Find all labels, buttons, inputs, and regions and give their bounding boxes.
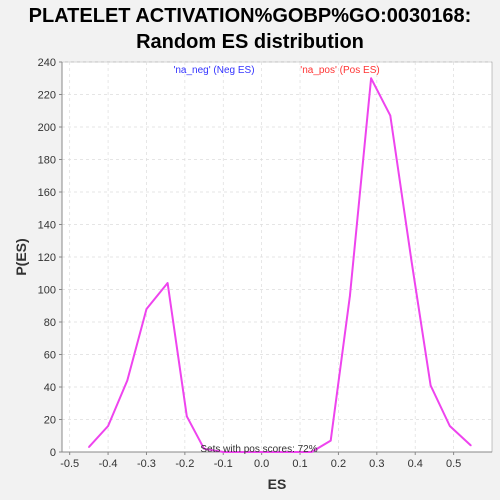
x-tick-label: -0.4 xyxy=(99,458,118,470)
y-axis: 0 20 40 60 80 100 120 140 160 180 200 220 240 xyxy=(38,57,63,459)
data-point xyxy=(349,295,351,297)
x-axis: -0.5 -0.4 -0.3 -0.2 -0.1 0.0 0.1 0.2 0.3 0.4 0.5 xyxy=(60,451,492,470)
y-tick-label: 40 xyxy=(44,382,56,394)
y-tick-label: 0 xyxy=(50,447,56,459)
data-point xyxy=(203,447,205,450)
y-axis-title: P(ES) xyxy=(13,238,29,275)
x-tick-label: -0.1 xyxy=(214,458,233,470)
y-tick-label: 240 xyxy=(38,57,56,69)
x-tick-label: 0.1 xyxy=(292,458,307,470)
y-tick-label: 80 xyxy=(44,317,56,329)
x-tick-label: 0.0 xyxy=(254,458,269,470)
x-tick-label: 0.2 xyxy=(331,458,346,470)
data-point xyxy=(88,446,90,448)
x-tick-label: 0.4 xyxy=(408,458,423,470)
data-point xyxy=(448,425,451,427)
data-point xyxy=(329,439,332,442)
data-point xyxy=(370,77,372,80)
chart-title-line1: PLATELET ACTIVATION%GOBP%GO:0030168: xyxy=(29,5,472,27)
data-point xyxy=(470,444,472,447)
y-tick-label: 60 xyxy=(44,350,56,362)
x-tick-label: -0.2 xyxy=(175,458,194,470)
legend-item-pos: 'na_pos' (Pos ES) xyxy=(300,65,379,76)
data-point xyxy=(410,259,413,262)
x-tick-label: 0.3 xyxy=(369,458,384,470)
y-tick-label: 180 xyxy=(38,155,56,167)
x-tick-label: 0.5 xyxy=(446,458,461,470)
plot-area xyxy=(61,61,493,453)
legend-item-neg: 'na_neg' (Neg ES) xyxy=(173,65,254,76)
y-tick-label: 220 xyxy=(38,90,56,102)
pos-scores-annotation: Sets with pos scores: 72% xyxy=(200,444,317,455)
x-axis-title: ES xyxy=(268,476,287,492)
chart-title-line2: Random ES distribution xyxy=(136,31,364,53)
series-group xyxy=(88,77,472,453)
data-point xyxy=(222,451,225,453)
data-point xyxy=(429,384,432,387)
series-line xyxy=(88,77,472,453)
data-point xyxy=(126,379,129,382)
y-tick-label: 120 xyxy=(38,252,56,264)
y-tick-label: 140 xyxy=(38,220,56,232)
data-point xyxy=(107,425,109,427)
data-point xyxy=(260,451,263,453)
data-point xyxy=(185,415,188,418)
y-tick-label: 100 xyxy=(38,285,56,297)
data-point xyxy=(145,308,148,310)
data-point xyxy=(166,282,169,284)
data-point xyxy=(310,451,313,453)
data-point xyxy=(389,114,392,117)
x-tick-label: -0.3 xyxy=(137,458,156,470)
y-tick-label: 200 xyxy=(38,122,56,134)
x-tick-label: -0.5 xyxy=(60,458,79,470)
y-tick-label: 20 xyxy=(44,415,56,427)
y-tick-label: 160 xyxy=(38,187,56,199)
